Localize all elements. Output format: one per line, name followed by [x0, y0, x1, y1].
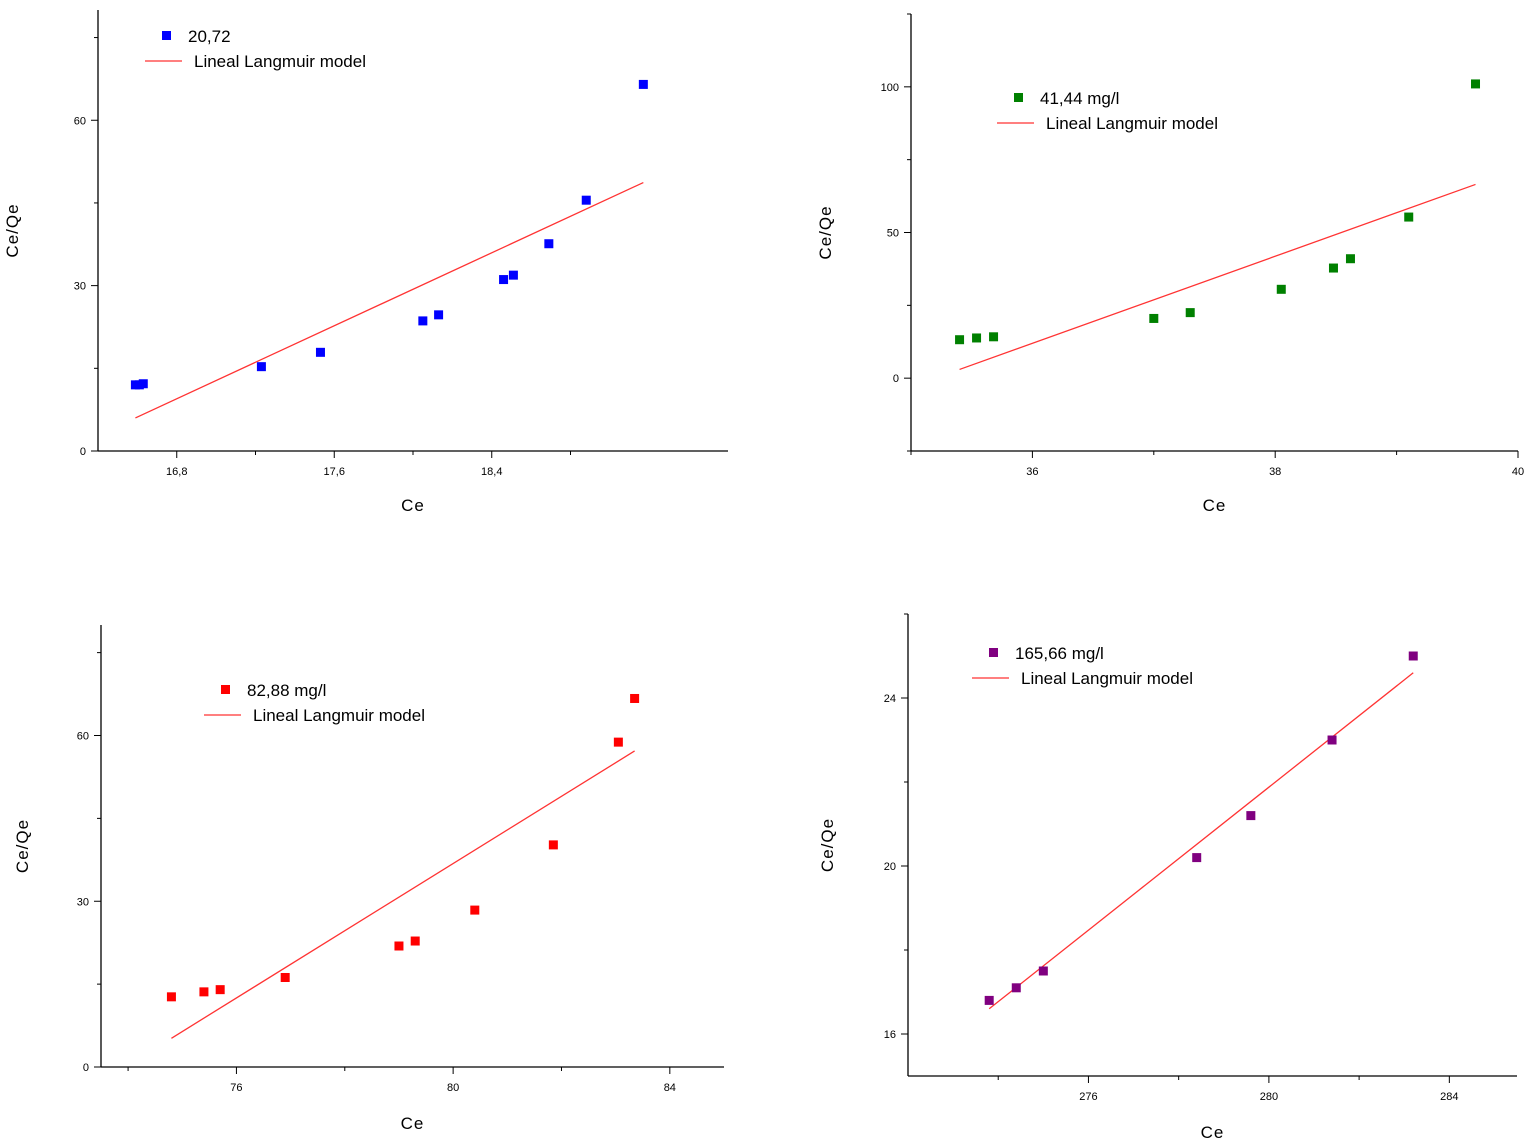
- data-point: [548, 840, 558, 850]
- data-point: [1408, 651, 1418, 661]
- data-point: [1246, 811, 1256, 821]
- x-tick-label: 276: [1079, 1091, 1097, 1103]
- data-point: [1327, 735, 1337, 745]
- y-tick-label: 60: [77, 731, 89, 743]
- legend-marker-points: [162, 31, 171, 40]
- data-point: [1404, 212, 1414, 222]
- data-point: [508, 270, 518, 280]
- plot-area: 36 38 40 0 50 100: [881, 13, 1524, 478]
- legend-label-line: Lineal Langmuir model: [1021, 669, 1193, 688]
- y-tick-label: 16: [884, 1029, 896, 1041]
- y-tick-label: 30: [77, 896, 89, 908]
- y-axis-title: Ce/Qe: [818, 818, 837, 872]
- chart-panel-3: 76 80 84 0 30 60 Ce Ce/Qe 82,88 mg/l Lineal L…: [13, 625, 724, 1133]
- y-axis-title: Ce/Qe: [3, 203, 22, 257]
- data-point: [434, 310, 444, 320]
- legend-label-line: Lineal Langmuir model: [253, 706, 425, 725]
- plot-area: 76 80 84 0 30 60: [77, 625, 724, 1094]
- x-axis-title: Ce: [401, 496, 425, 515]
- fit-line: [135, 181, 644, 419]
- data-point: [1149, 313, 1159, 323]
- data-point: [470, 905, 480, 915]
- data-point: [544, 239, 554, 249]
- y-tick-label: 20: [884, 861, 896, 873]
- x-tick-label: 18,4: [481, 466, 502, 478]
- data-point: [1276, 284, 1286, 294]
- x-tick-label: 84: [664, 1082, 676, 1094]
- legend-label-points: 20,72: [188, 27, 231, 46]
- data-point: [613, 737, 623, 747]
- data-point: [394, 941, 404, 951]
- data-point: [955, 335, 965, 345]
- y-axis-title: Ce/Qe: [13, 819, 32, 873]
- x-axis-title: Ce: [1201, 1123, 1225, 1142]
- data-point: [418, 316, 428, 326]
- y-tick-label: 0: [83, 1062, 89, 1074]
- data-point: [972, 333, 982, 343]
- x-tick-label: 284: [1440, 1091, 1458, 1103]
- x-tick-label: 38: [1269, 466, 1281, 478]
- x-tick-label: 17,6: [324, 466, 345, 478]
- chart-panel-1: 16,8 17,6 18,4 0 30 60 Ce Ce/Qe 20,72 Lineal …: [3, 10, 728, 515]
- y-axis-title: Ce/Qe: [816, 205, 835, 259]
- y-tick-label: 30: [74, 281, 86, 293]
- data-point: [1192, 853, 1202, 863]
- fit-line: [959, 183, 1476, 371]
- x-tick-label: 16,8: [166, 466, 187, 478]
- y-tick-label: 0: [80, 446, 86, 458]
- data-point: [638, 79, 648, 89]
- data-point: [1038, 966, 1048, 976]
- data-point: [199, 987, 209, 997]
- x-tick-label: 280: [1260, 1091, 1278, 1103]
- legend-label-line: Lineal Langmuir model: [194, 52, 366, 71]
- plot-area: 16,8 17,6 18,4 0 30 60: [74, 10, 728, 478]
- data-point: [1011, 983, 1021, 993]
- data-point: [315, 347, 325, 357]
- legend-label-points: 41,44 mg/l: [1040, 89, 1119, 108]
- legend: 82,88 mg/l Lineal Langmuir model: [204, 681, 425, 725]
- y-tick-label: 60: [74, 115, 86, 127]
- x-tick-label: 76: [230, 1082, 242, 1094]
- legend: 41,44 mg/l Lineal Langmuir model: [997, 89, 1218, 133]
- legend: 165,66 mg/l Lineal Langmuir model: [972, 644, 1193, 688]
- data-point: [256, 362, 266, 372]
- data-point: [630, 693, 640, 703]
- legend-marker-points: [1014, 93, 1023, 102]
- data-point: [410, 936, 420, 946]
- legend-marker-points: [221, 685, 230, 694]
- data-point: [499, 275, 509, 285]
- y-tick-label: 24: [884, 693, 896, 705]
- data-point: [581, 195, 591, 205]
- data-point: [280, 972, 290, 982]
- y-tick-label: 0: [893, 373, 899, 385]
- x-tick-label: 80: [447, 1082, 459, 1094]
- legend-label-points: 165,66 mg/l: [1015, 644, 1104, 663]
- legend-label-points: 82,88 mg/l: [247, 681, 326, 700]
- data-point: [1328, 263, 1338, 273]
- data-point: [1345, 254, 1355, 264]
- x-axis-title: Ce: [401, 1114, 425, 1133]
- x-tick-label: 40: [1512, 466, 1524, 478]
- y-tick-label: 50: [887, 228, 899, 240]
- x-tick-label: 36: [1026, 466, 1038, 478]
- fit-line: [171, 750, 635, 1039]
- y-tick-label: 100: [881, 82, 899, 94]
- data-point: [984, 995, 994, 1005]
- legend-label-line: Lineal Langmuir model: [1046, 114, 1218, 133]
- plot-area: 276 280 284 16 20 24: [884, 613, 1517, 1103]
- data-point: [138, 379, 148, 389]
- data-point: [989, 332, 999, 342]
- legend-marker-points: [989, 648, 998, 657]
- fit-line: [988, 672, 1414, 1010]
- legend: 20,72 Lineal Langmuir model: [145, 27, 366, 71]
- data-point: [166, 992, 176, 1002]
- data-point: [215, 985, 225, 995]
- x-axis-title: Ce: [1203, 496, 1227, 515]
- chart-panel-2: 36 38 40 0 50 100 Ce Ce/Qe 41,44 mg/l Lineal …: [816, 13, 1524, 515]
- data-point: [1471, 79, 1481, 89]
- data-point: [1185, 308, 1195, 318]
